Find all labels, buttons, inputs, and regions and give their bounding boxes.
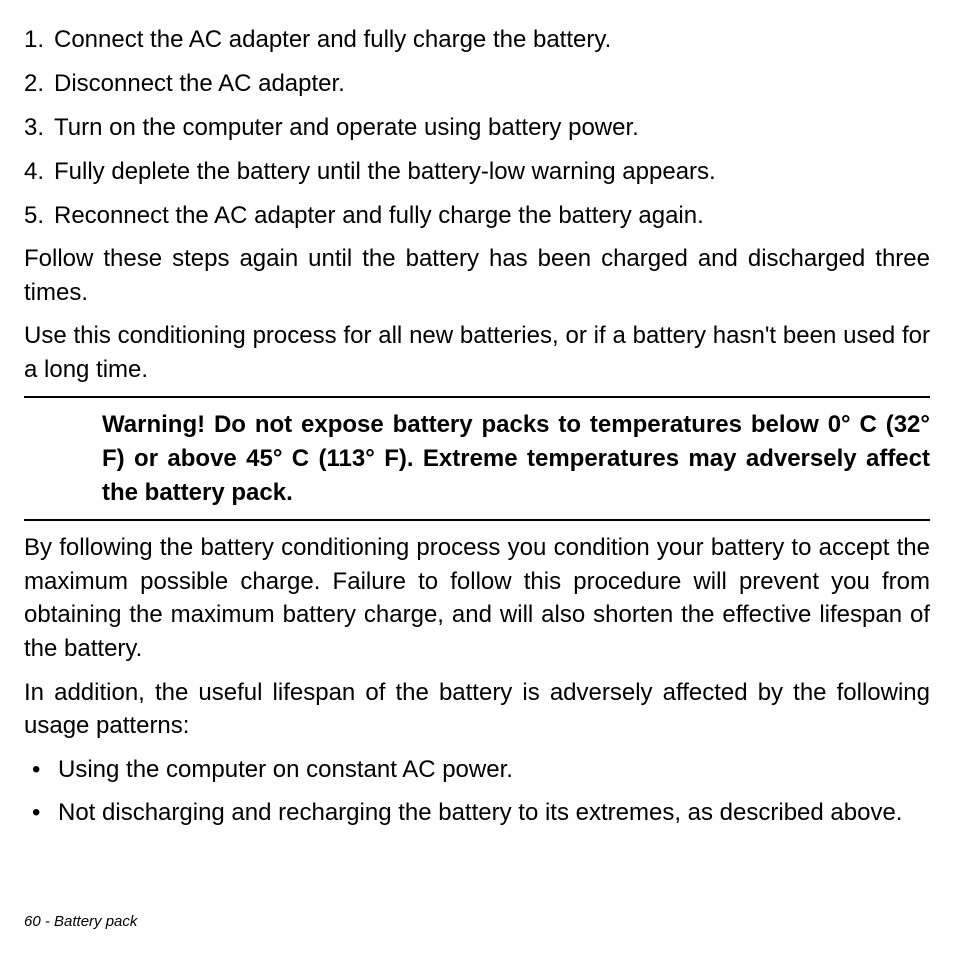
step-item: 1. Connect the AC adapter and fully char… bbox=[24, 22, 930, 58]
paragraph-in-addition: In addition, the useful lifespan of the … bbox=[24, 676, 930, 743]
step-item: 2. Disconnect the AC adapter. bbox=[24, 66, 930, 102]
step-text: Turn on the computer and operate using b… bbox=[54, 110, 930, 146]
step-number: 2. bbox=[24, 66, 54, 102]
step-number: 3. bbox=[24, 110, 54, 146]
numbered-steps-list: 1. Connect the AC adapter and fully char… bbox=[24, 22, 930, 234]
bullet-item: • Not discharging and recharging the bat… bbox=[24, 796, 930, 830]
step-item: 4. Fully deplete the battery until the b… bbox=[24, 154, 930, 190]
warning-text: Warning! Do not expose battery packs to … bbox=[102, 408, 930, 509]
paragraph-by-following: By following the battery conditioning pr… bbox=[24, 531, 930, 665]
step-text: Fully deplete the battery until the batt… bbox=[54, 154, 930, 190]
bullet-text: Using the computer on constant AC power. bbox=[58, 753, 930, 787]
bullet-text: Not discharging and recharging the batte… bbox=[58, 796, 930, 830]
step-text: Reconnect the AC adapter and fully charg… bbox=[54, 198, 930, 234]
document-page: 1. Connect the AC adapter and fully char… bbox=[0, 0, 954, 954]
step-text: Connect the AC adapter and fully charge … bbox=[54, 22, 930, 58]
bullet-item: • Using the computer on constant AC powe… bbox=[24, 753, 930, 787]
paragraph-follow-steps: Follow these steps again until the batte… bbox=[24, 242, 930, 309]
bullet-icon: • bbox=[24, 753, 58, 787]
warning-callout: Warning! Do not expose battery packs to … bbox=[24, 396, 930, 521]
paragraph-use-conditioning: Use this conditioning process for all ne… bbox=[24, 319, 930, 386]
step-number: 5. bbox=[24, 198, 54, 234]
bullet-list: • Using the computer on constant AC powe… bbox=[24, 753, 930, 830]
bullet-icon: • bbox=[24, 796, 58, 830]
page-footer: 60 - Battery pack bbox=[24, 913, 137, 930]
step-number: 1. bbox=[24, 22, 54, 58]
step-number: 4. bbox=[24, 154, 54, 190]
step-item: 3. Turn on the computer and operate usin… bbox=[24, 110, 930, 146]
step-item: 5. Reconnect the AC adapter and fully ch… bbox=[24, 198, 930, 234]
step-text: Disconnect the AC adapter. bbox=[54, 66, 930, 102]
